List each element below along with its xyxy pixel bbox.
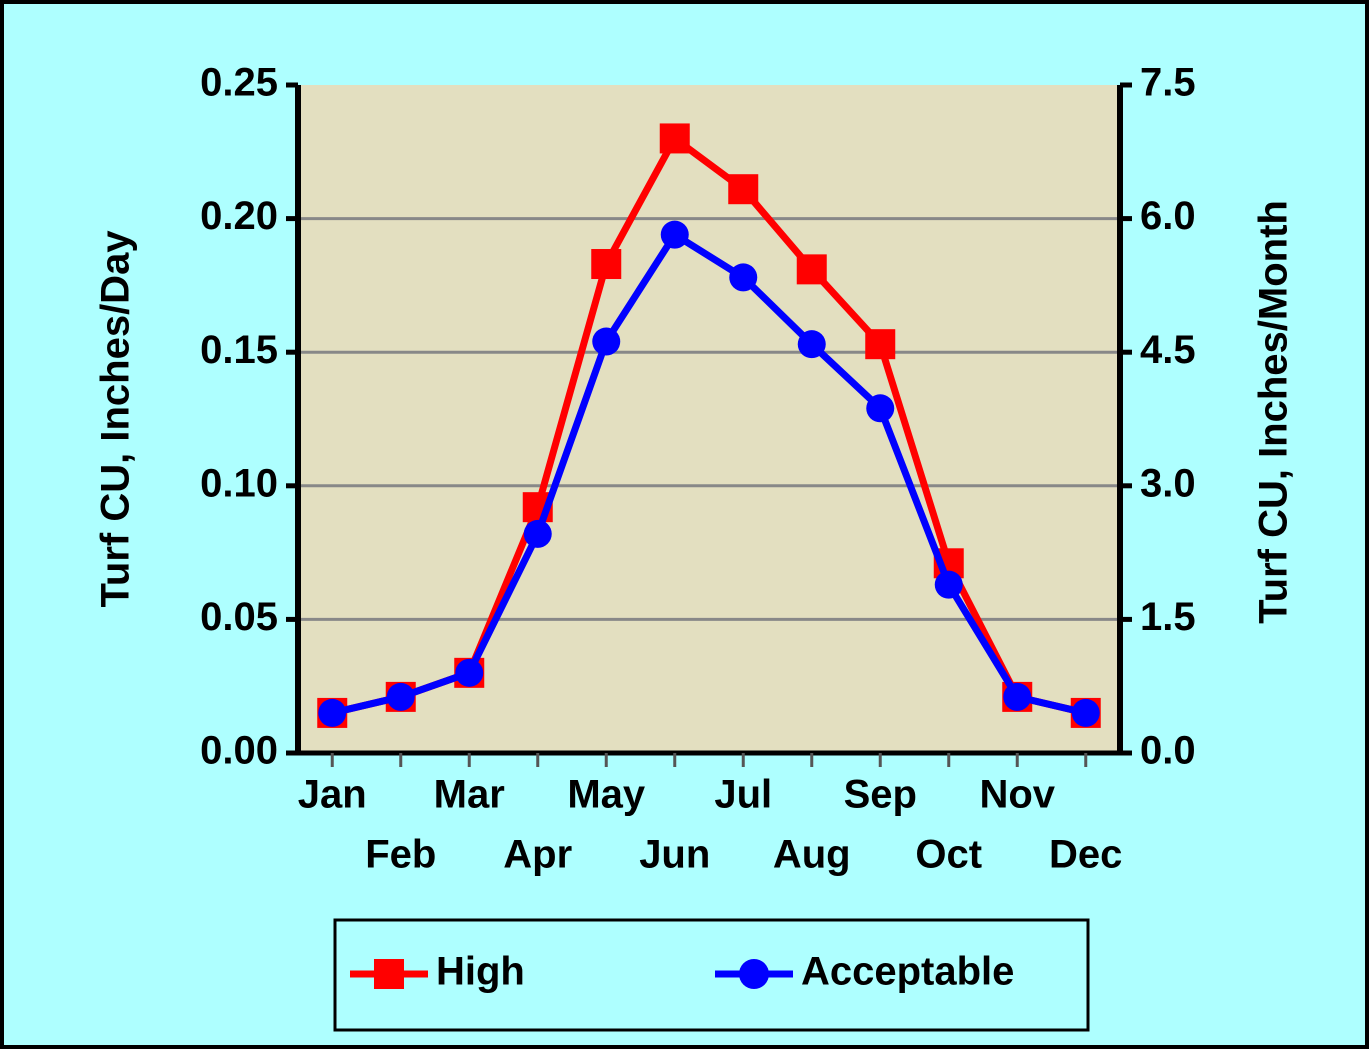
y2-tick-label: 6.0 bbox=[1140, 194, 1196, 238]
marker bbox=[796, 254, 827, 285]
marker bbox=[797, 330, 826, 359]
y-tick-label: 0.20 bbox=[200, 194, 278, 238]
x-tick-label: Nov bbox=[979, 773, 1055, 817]
y-tick-label: 0.25 bbox=[200, 61, 278, 105]
marker bbox=[728, 174, 759, 205]
y2-tick-label: 7.5 bbox=[1140, 61, 1196, 105]
marker bbox=[659, 123, 690, 154]
x-tick-label: Jul bbox=[714, 773, 772, 817]
legend-label: Acceptable bbox=[801, 950, 1014, 994]
y-tick-label: 0.05 bbox=[200, 595, 278, 639]
marker bbox=[455, 658, 484, 687]
x-tick-label: Sep bbox=[844, 773, 917, 817]
x-tick-label: Jan bbox=[298, 773, 367, 817]
x-tick-label: Oct bbox=[915, 833, 982, 877]
marker bbox=[523, 519, 552, 548]
legend-box bbox=[333, 918, 1090, 1032]
marker bbox=[934, 570, 963, 599]
y2-tick-label: 4.5 bbox=[1140, 328, 1196, 372]
x-tick-label: Feb bbox=[365, 833, 436, 877]
y-tick-label: 0.15 bbox=[200, 328, 278, 372]
marker bbox=[1071, 698, 1100, 727]
y-tick-label: 0.10 bbox=[200, 461, 278, 505]
x-tick-label: Aug bbox=[773, 833, 851, 877]
y2-axis-title: Turf CU, Inches/Month bbox=[1252, 200, 1296, 624]
marker bbox=[866, 394, 895, 423]
x-tick-label: Mar bbox=[434, 773, 505, 817]
y-axis-title: Turf CU, Inches/Day bbox=[94, 230, 138, 608]
marker bbox=[660, 220, 689, 249]
y-tick-label: 0.00 bbox=[200, 729, 278, 773]
y2-tick-label: 3.0 bbox=[1140, 461, 1196, 505]
legend-label: High bbox=[436, 950, 525, 994]
marker bbox=[386, 682, 415, 711]
y2-tick-label: 0.0 bbox=[1140, 729, 1196, 773]
marker bbox=[591, 249, 622, 280]
marker bbox=[729, 263, 758, 292]
x-tick-label: May bbox=[567, 773, 646, 817]
marker bbox=[1003, 682, 1032, 711]
marker bbox=[865, 329, 896, 360]
legend-marker bbox=[374, 959, 404, 989]
x-tick-label: Dec bbox=[1049, 833, 1122, 877]
y2-tick-label: 1.5 bbox=[1140, 595, 1196, 639]
legend-marker bbox=[739, 959, 769, 989]
marker bbox=[592, 327, 621, 356]
x-tick-label: Jun bbox=[639, 833, 710, 877]
marker bbox=[318, 698, 347, 727]
x-tick-label: Apr bbox=[503, 833, 572, 877]
